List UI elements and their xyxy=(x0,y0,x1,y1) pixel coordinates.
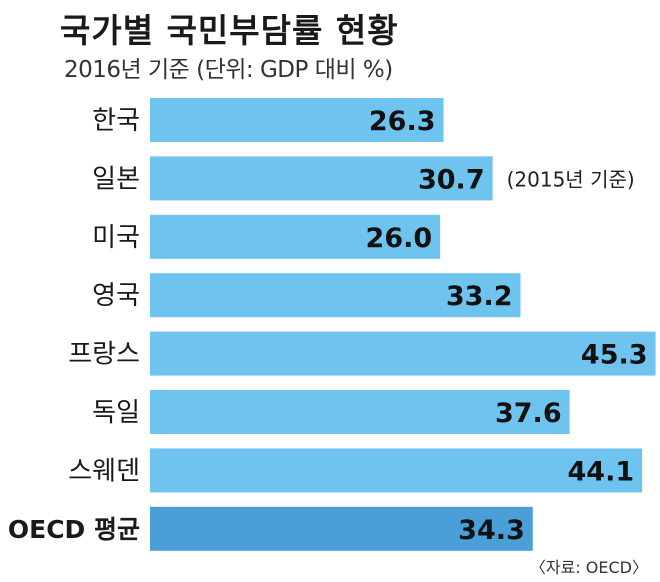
category-label-3: 영국 xyxy=(92,281,140,311)
category-label-4: 프랑스 xyxy=(68,340,140,370)
bar-1 xyxy=(150,156,493,201)
value-label-1: 30.7 xyxy=(418,164,485,195)
bar-3 xyxy=(150,273,521,318)
chart-title: 국가별 국민부담률 현황 xyxy=(60,11,399,50)
category-label-2: 미국 xyxy=(92,223,140,253)
value-label-4: 45.3 xyxy=(581,340,648,371)
category-label-5: 독일 xyxy=(92,398,140,428)
chart-subtitle: 2016년 기준 (단위: GDP 대비 %) xyxy=(64,57,393,83)
bar-4 xyxy=(150,331,656,376)
category-label-0: 한국 xyxy=(92,106,140,136)
value-label-2: 26.0 xyxy=(366,223,433,254)
bar-6 xyxy=(150,448,643,493)
bar-5 xyxy=(150,390,570,434)
bar-2 xyxy=(150,214,441,259)
bar-7 xyxy=(150,506,533,551)
category-label-6: 스웨덴 xyxy=(68,456,140,486)
bar-0 xyxy=(150,98,444,142)
source-note: 〈자료: OECD〉 xyxy=(529,558,648,577)
category-label-7: OECD 평균 xyxy=(8,515,140,544)
value-label-0: 26.3 xyxy=(369,106,436,137)
category-label-1: 일본 xyxy=(92,164,140,194)
value-label-3: 33.2 xyxy=(446,281,513,312)
annotation-0: (2015년 기준) xyxy=(507,167,635,191)
value-label-5: 37.6 xyxy=(495,398,562,429)
value-label-6: 44.1 xyxy=(568,456,635,487)
value-label-7: 34.3 xyxy=(458,515,525,546)
